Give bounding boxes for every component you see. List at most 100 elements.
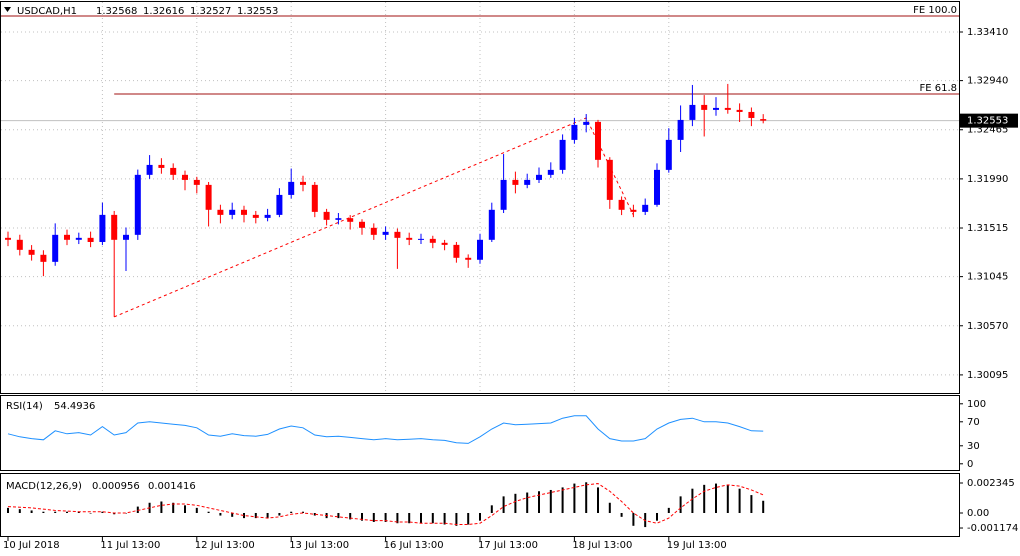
last-price-label: 1.32553 [967, 116, 1008, 127]
macd-bar [691, 488, 694, 513]
macd-bar [125, 512, 127, 514]
header-value: 1.32568 [96, 6, 137, 17]
candle-body [441, 242, 448, 245]
candle-body [595, 121, 601, 160]
x-tick-label: 19 Jul 13:00 [667, 540, 727, 551]
panel-value: 54.4936 [54, 401, 95, 412]
candle-body [642, 204, 649, 212]
y-tick-label: 1.30570 [967, 321, 1008, 332]
candle-body [630, 209, 637, 212]
candle-body [182, 174, 188, 180]
x-tick-label: 16 Jul 13:00 [384, 540, 444, 551]
x-tick-label: 17 Jul 13:00 [478, 540, 538, 551]
macd-bar [703, 484, 706, 513]
candle-body [87, 237, 94, 242]
macd-bar [408, 512, 411, 524]
macd-bar [219, 512, 222, 516]
y-tick-label: 0.00 [967, 508, 989, 519]
candle-body [748, 111, 755, 118]
macd-bar [266, 512, 269, 519]
menu-arrow[interactable] [4, 7, 11, 12]
candle-body [323, 211, 330, 220]
macd-bar [136, 506, 139, 513]
candle-body [229, 209, 236, 215]
candle-body [559, 139, 566, 170]
macd-bar [101, 511, 104, 513]
candle-body [193, 179, 200, 185]
candle-body [52, 234, 59, 262]
candle-body [547, 169, 554, 175]
panel-value: 0.001416 [148, 481, 196, 492]
macd-bar [490, 505, 493, 513]
y-tick-label: 1.32465 [967, 125, 1008, 136]
candle-body [111, 214, 118, 240]
macd-bar [762, 500, 765, 513]
candle-body [618, 199, 625, 210]
candle-body [713, 107, 719, 110]
macd-bar [349, 512, 352, 520]
y-tick-label: 0 [967, 459, 973, 470]
macd-bar [620, 512, 623, 517]
macd-bar [431, 512, 434, 524]
macd-bar [195, 507, 198, 513]
candle-body [123, 234, 129, 240]
macd-bar [502, 496, 505, 513]
candle-body [359, 221, 365, 228]
macd-bar [361, 512, 363, 521]
main-panel [0, 1, 960, 394]
candle-body [453, 244, 460, 258]
x-tick-label: 13 Jul 13:00 [289, 540, 349, 551]
macd-bar [750, 495, 753, 513]
candle-body [418, 238, 424, 240]
candle-body [28, 249, 35, 255]
macd-bar [18, 509, 21, 513]
macd-bar [30, 510, 33, 513]
macd-bar [443, 512, 446, 525]
candle-body [677, 119, 684, 140]
candle-body [170, 167, 177, 175]
macd-bar [313, 512, 316, 516]
candle-body [347, 218, 354, 222]
macd-bar [231, 512, 234, 517]
macd-bar [7, 507, 9, 513]
rsi-panel [0, 395, 960, 471]
candle-body [701, 104, 708, 110]
candle-body [264, 214, 271, 218]
macd-bar [113, 512, 116, 515]
candle-body [524, 179, 531, 185]
candle-body [406, 237, 413, 240]
macd-bar [66, 511, 68, 513]
candle-body [382, 231, 389, 235]
macd-bar [561, 487, 564, 513]
x-tick-label: 10 Jul 2018 [3, 540, 60, 551]
candle-body [252, 214, 259, 218]
macd-bar [526, 492, 529, 513]
candle-body [654, 169, 660, 205]
header-value: 1.32616 [143, 6, 184, 17]
candle-body [394, 231, 401, 238]
candle-body [500, 179, 507, 210]
candle-body [16, 239, 23, 250]
macd-bar [54, 511, 57, 513]
macd-bar [656, 512, 658, 521]
macd-bar [455, 512, 458, 526]
x-tick-label: 12 Jul 13:00 [195, 540, 255, 551]
candle-body [99, 214, 106, 242]
macd-bar [573, 483, 576, 513]
panel-title: MACD(12,26,9) [6, 481, 82, 492]
candle-body [311, 184, 318, 212]
y-tick-label: 30 [967, 441, 980, 452]
macd-bar [160, 501, 163, 513]
header-value: 1.32553 [237, 6, 278, 17]
candle-body [40, 254, 47, 262]
candle-body [477, 239, 483, 260]
macd-bar [597, 487, 599, 513]
last-price-box [960, 113, 1018, 128]
candle-body [512, 179, 519, 185]
candle-body [335, 218, 342, 220]
macd-bar [254, 512, 257, 519]
macd-bar [514, 493, 517, 513]
macd-bar [726, 484, 729, 513]
macd-bar [42, 511, 45, 513]
